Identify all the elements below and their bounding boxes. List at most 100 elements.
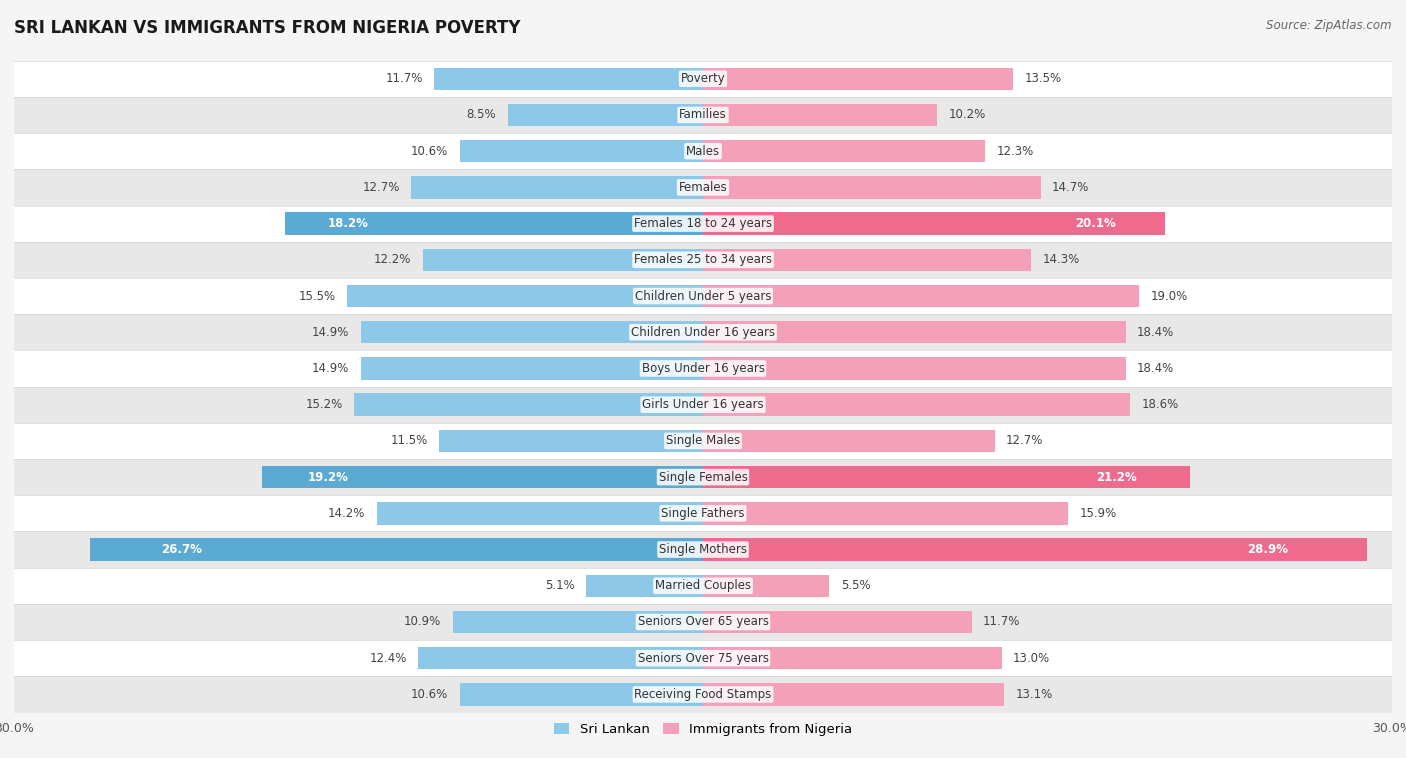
Text: 11.5%: 11.5% (391, 434, 427, 447)
Text: SRI LANKAN VS IMMIGRANTS FROM NIGERIA POVERTY: SRI LANKAN VS IMMIGRANTS FROM NIGERIA PO… (14, 19, 520, 37)
Bar (377, 502, 703, 525)
Text: Children Under 5 years: Children Under 5 years (634, 290, 772, 302)
Bar (361, 357, 703, 380)
Bar (703, 104, 938, 126)
Text: 12.2%: 12.2% (374, 253, 412, 266)
Text: Seniors Over 75 years: Seniors Over 75 years (637, 652, 769, 665)
Bar (586, 575, 703, 597)
Text: 15.2%: 15.2% (305, 398, 343, 411)
Text: 19.0%: 19.0% (1152, 290, 1188, 302)
Bar (14, 568, 1392, 604)
Bar (439, 430, 703, 452)
Text: Families: Families (679, 108, 727, 121)
Text: 26.7%: 26.7% (162, 543, 202, 556)
Bar (434, 67, 703, 90)
Text: Single Males: Single Males (666, 434, 740, 447)
Text: Seniors Over 65 years: Seniors Over 65 years (637, 615, 769, 628)
Text: 14.9%: 14.9% (312, 362, 349, 375)
Text: 12.3%: 12.3% (997, 145, 1035, 158)
Bar (14, 459, 1392, 495)
Text: 10.6%: 10.6% (411, 145, 449, 158)
Bar (14, 604, 1392, 640)
Text: 10.6%: 10.6% (411, 688, 449, 701)
Text: 21.2%: 21.2% (1097, 471, 1137, 484)
Text: 15.5%: 15.5% (298, 290, 336, 302)
Text: 13.1%: 13.1% (1015, 688, 1053, 701)
Bar (703, 140, 986, 162)
Text: 18.6%: 18.6% (1142, 398, 1178, 411)
Text: 13.0%: 13.0% (1012, 652, 1050, 665)
Text: 28.9%: 28.9% (1247, 543, 1288, 556)
Bar (14, 387, 1392, 423)
Text: Females 18 to 24 years: Females 18 to 24 years (634, 217, 772, 230)
Text: 18.4%: 18.4% (1137, 362, 1174, 375)
Text: 18.2%: 18.2% (328, 217, 368, 230)
Text: Boys Under 16 years: Boys Under 16 years (641, 362, 765, 375)
Bar (460, 683, 703, 706)
Bar (703, 647, 1001, 669)
Bar (423, 249, 703, 271)
Bar (703, 393, 1130, 416)
Bar (703, 285, 1139, 307)
Bar (14, 314, 1392, 350)
Text: 14.3%: 14.3% (1043, 253, 1080, 266)
Bar (703, 575, 830, 597)
Bar (14, 676, 1392, 713)
Text: 12.7%: 12.7% (1007, 434, 1043, 447)
Text: 18.4%: 18.4% (1137, 326, 1174, 339)
Bar (14, 242, 1392, 278)
Bar (354, 393, 703, 416)
Text: Single Fathers: Single Fathers (661, 507, 745, 520)
Bar (703, 683, 1004, 706)
Text: 20.1%: 20.1% (1076, 217, 1116, 230)
Text: 11.7%: 11.7% (385, 72, 423, 85)
Bar (703, 249, 1032, 271)
Text: 5.5%: 5.5% (841, 579, 870, 592)
Bar (412, 176, 703, 199)
Bar (703, 357, 1126, 380)
Bar (703, 176, 1040, 199)
Bar (14, 61, 1392, 97)
Bar (418, 647, 703, 669)
Bar (285, 212, 703, 235)
Bar (347, 285, 703, 307)
Text: Females: Females (679, 181, 727, 194)
Bar (14, 350, 1392, 387)
Bar (703, 466, 1189, 488)
Bar (453, 611, 703, 633)
Text: Poverty: Poverty (681, 72, 725, 85)
Text: Children Under 16 years: Children Under 16 years (631, 326, 775, 339)
Bar (508, 104, 703, 126)
Text: 12.7%: 12.7% (363, 181, 399, 194)
Text: Single Mothers: Single Mothers (659, 543, 747, 556)
Text: Girls Under 16 years: Girls Under 16 years (643, 398, 763, 411)
Bar (14, 531, 1392, 568)
Text: Receiving Food Stamps: Receiving Food Stamps (634, 688, 772, 701)
Bar (14, 278, 1392, 314)
Text: 14.2%: 14.2% (328, 507, 366, 520)
Bar (262, 466, 703, 488)
Bar (460, 140, 703, 162)
Text: Married Couples: Married Couples (655, 579, 751, 592)
Bar (703, 212, 1164, 235)
Text: 12.4%: 12.4% (370, 652, 406, 665)
Bar (14, 495, 1392, 531)
Text: 15.9%: 15.9% (1080, 507, 1116, 520)
Text: 14.7%: 14.7% (1052, 181, 1090, 194)
Bar (703, 430, 994, 452)
Bar (703, 502, 1069, 525)
Text: 11.7%: 11.7% (983, 615, 1021, 628)
Bar (14, 97, 1392, 133)
Text: Males: Males (686, 145, 720, 158)
Bar (703, 321, 1126, 343)
Text: 10.2%: 10.2% (949, 108, 986, 121)
Text: Source: ZipAtlas.com: Source: ZipAtlas.com (1267, 19, 1392, 32)
Legend: Sri Lankan, Immigrants from Nigeria: Sri Lankan, Immigrants from Nigeria (548, 718, 858, 742)
Text: 13.5%: 13.5% (1025, 72, 1062, 85)
Bar (703, 67, 1012, 90)
Text: Single Females: Single Females (658, 471, 748, 484)
Bar (14, 169, 1392, 205)
Bar (14, 133, 1392, 169)
Bar (703, 611, 972, 633)
Bar (14, 423, 1392, 459)
